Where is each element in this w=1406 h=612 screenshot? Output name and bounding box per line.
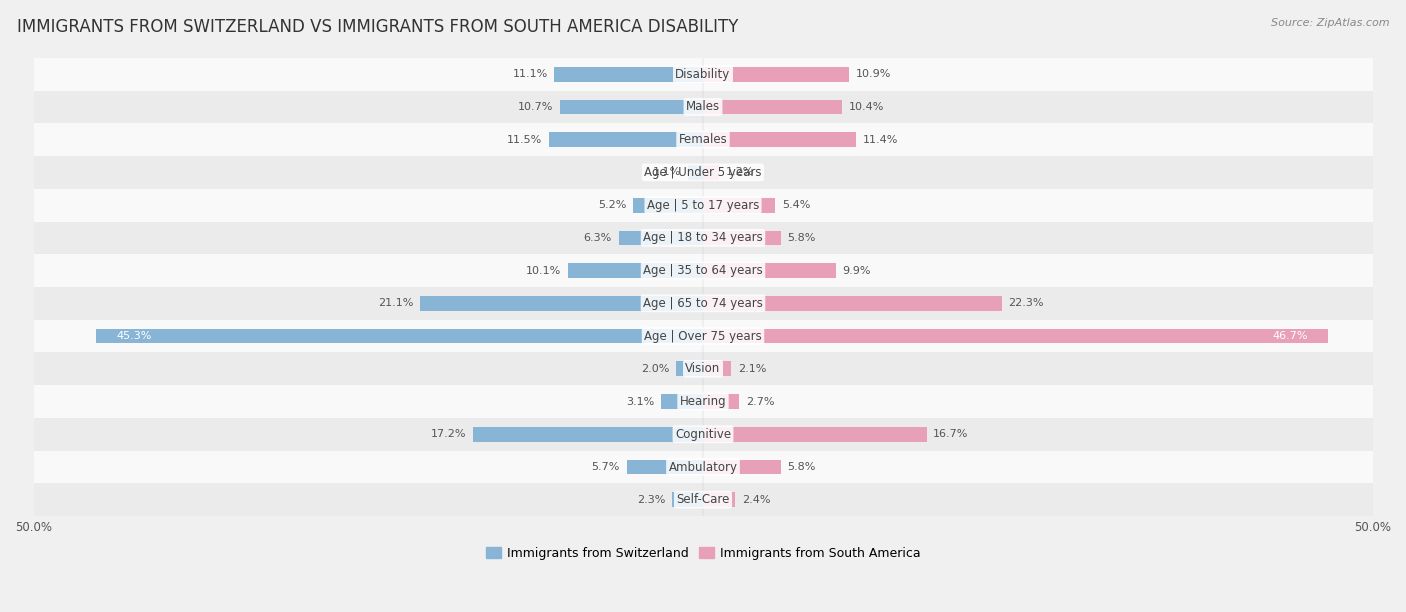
Text: Source: ZipAtlas.com: Source: ZipAtlas.com <box>1271 18 1389 28</box>
Bar <box>34 91 1372 123</box>
Text: 5.8%: 5.8% <box>787 233 815 243</box>
Bar <box>703 460 780 474</box>
Bar <box>34 123 1372 156</box>
Bar <box>672 493 703 507</box>
Text: 16.7%: 16.7% <box>934 429 969 439</box>
Bar <box>703 329 1329 343</box>
Bar <box>619 231 703 245</box>
Bar <box>689 165 703 180</box>
Text: 1.1%: 1.1% <box>654 168 682 177</box>
Bar <box>34 222 1372 254</box>
Text: 5.8%: 5.8% <box>787 462 815 472</box>
Text: Self-Care: Self-Care <box>676 493 730 506</box>
Text: 9.9%: 9.9% <box>842 266 870 275</box>
Text: 10.4%: 10.4% <box>849 102 884 112</box>
Bar <box>34 156 1372 188</box>
Text: IMMIGRANTS FROM SWITZERLAND VS IMMIGRANTS FROM SOUTH AMERICA DISABILITY: IMMIGRANTS FROM SWITZERLAND VS IMMIGRANT… <box>17 18 738 36</box>
Bar <box>703 394 740 409</box>
Text: 5.4%: 5.4% <box>782 200 810 210</box>
Bar <box>703 427 927 442</box>
Text: 5.2%: 5.2% <box>599 200 627 210</box>
Text: Hearing: Hearing <box>679 395 727 408</box>
Text: Age | 18 to 34 years: Age | 18 to 34 years <box>643 231 763 244</box>
Text: 2.3%: 2.3% <box>637 494 665 505</box>
Bar <box>34 254 1372 287</box>
Text: 2.4%: 2.4% <box>742 494 770 505</box>
Text: Ambulatory: Ambulatory <box>668 460 738 474</box>
Text: 2.0%: 2.0% <box>641 364 669 374</box>
Bar <box>633 198 703 212</box>
Bar <box>703 263 835 278</box>
Text: Cognitive: Cognitive <box>675 428 731 441</box>
Bar <box>34 385 1372 418</box>
Bar <box>703 362 731 376</box>
Bar <box>703 165 718 180</box>
Bar <box>548 132 703 147</box>
Text: 2.1%: 2.1% <box>738 364 766 374</box>
Text: 10.1%: 10.1% <box>526 266 561 275</box>
Text: Age | 5 to 17 years: Age | 5 to 17 years <box>647 199 759 212</box>
Bar <box>34 319 1372 353</box>
Text: 22.3%: 22.3% <box>1008 298 1043 308</box>
Text: 6.3%: 6.3% <box>583 233 612 243</box>
Text: 46.7%: 46.7% <box>1272 331 1308 341</box>
Text: 11.1%: 11.1% <box>512 69 548 79</box>
Text: Age | 35 to 64 years: Age | 35 to 64 years <box>643 264 763 277</box>
Text: 10.7%: 10.7% <box>517 102 553 112</box>
Bar <box>34 287 1372 319</box>
Text: Vision: Vision <box>685 362 721 375</box>
Bar <box>676 362 703 376</box>
Bar <box>34 353 1372 385</box>
Bar <box>472 427 703 442</box>
Bar <box>34 483 1372 516</box>
Bar <box>97 329 703 343</box>
Text: 11.5%: 11.5% <box>508 135 543 144</box>
Bar <box>420 296 703 311</box>
Text: 11.4%: 11.4% <box>862 135 897 144</box>
Text: Age | Under 5 years: Age | Under 5 years <box>644 166 762 179</box>
Text: 10.9%: 10.9% <box>856 69 891 79</box>
Bar <box>703 493 735 507</box>
Text: Disability: Disability <box>675 68 731 81</box>
Bar <box>34 450 1372 483</box>
Bar <box>703 296 1001 311</box>
Text: 5.7%: 5.7% <box>592 462 620 472</box>
Text: Age | 65 to 74 years: Age | 65 to 74 years <box>643 297 763 310</box>
Text: 2.7%: 2.7% <box>745 397 775 406</box>
Text: 17.2%: 17.2% <box>430 429 465 439</box>
Bar <box>627 460 703 474</box>
Bar <box>34 58 1372 91</box>
Bar <box>703 67 849 81</box>
Bar <box>703 198 775 212</box>
Bar <box>554 67 703 81</box>
Bar <box>560 100 703 114</box>
Text: 3.1%: 3.1% <box>627 397 655 406</box>
Bar <box>703 231 780 245</box>
Bar <box>568 263 703 278</box>
Bar <box>661 394 703 409</box>
Bar <box>34 188 1372 222</box>
Text: 21.1%: 21.1% <box>378 298 413 308</box>
Text: 1.2%: 1.2% <box>725 168 754 177</box>
Bar <box>703 132 856 147</box>
Text: 45.3%: 45.3% <box>117 331 152 341</box>
Legend: Immigrants from Switzerland, Immigrants from South America: Immigrants from Switzerland, Immigrants … <box>481 542 925 565</box>
Bar <box>703 100 842 114</box>
Text: Age | Over 75 years: Age | Over 75 years <box>644 330 762 343</box>
Bar <box>34 418 1372 450</box>
Text: Females: Females <box>679 133 727 146</box>
Text: Males: Males <box>686 100 720 113</box>
